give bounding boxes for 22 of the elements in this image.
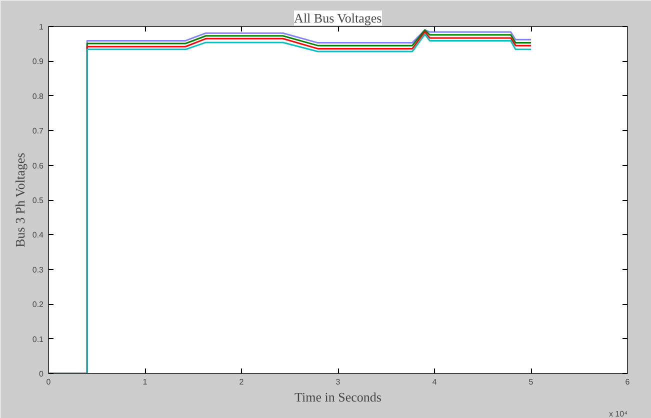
y-tick-label: 0.8 <box>32 92 44 101</box>
y-tick-label: 0.9 <box>32 57 44 66</box>
x-tick-label: 3 <box>336 378 341 386</box>
x-tick-label: 6 <box>625 378 630 386</box>
chart-title: All Bus Voltages <box>294 10 382 26</box>
text: x 10⁴ <box>608 410 628 418</box>
y-tick-label: 0.5 <box>32 196 44 205</box>
y-tick-label: 0.4 <box>32 230 44 240</box>
y-tick-label: 0.3 <box>32 265 44 274</box>
x-tick-label: 4 <box>432 378 438 386</box>
y-tick-label: 0.1 <box>32 334 44 344</box>
x-tick-label: 5 <box>528 378 534 386</box>
y-axis-title: Bus 3 Ph Voltages <box>12 152 28 248</box>
x-tick-label: 0 <box>46 378 52 386</box>
y-tick-label: 1 <box>39 22 44 32</box>
x-tick-label: 2 <box>239 378 244 386</box>
x-tick-label: 1 <box>142 378 148 386</box>
y-tick-label: 0.2 <box>32 300 44 310</box>
x-axis-title: Time in Seconds <box>294 390 382 404</box>
y-tick-label: 0.7 <box>32 126 44 136</box>
y-tick-label: 0 <box>39 370 44 378</box>
y-tick-label: 0.6 <box>32 161 44 170</box>
